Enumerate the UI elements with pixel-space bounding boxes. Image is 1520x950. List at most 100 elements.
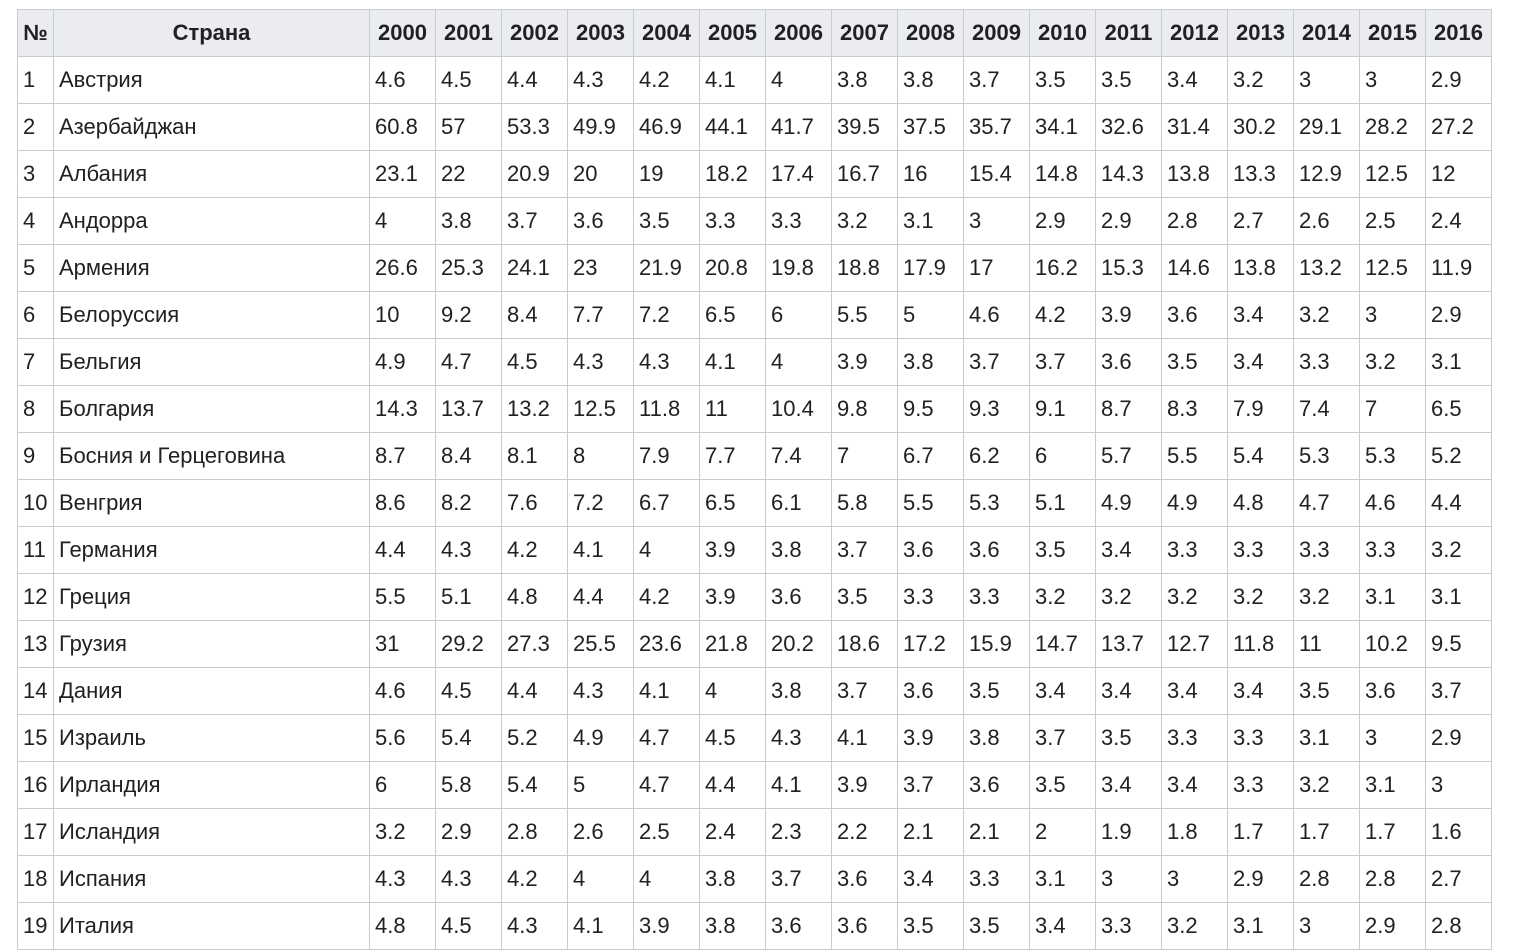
header-year[interactable]: 2005 [699,9,766,57]
value-cell: 14.7 [1029,620,1096,668]
country-name: Италия [53,902,370,950]
country-name: Австрия [53,56,370,104]
country-name: Белоруссия [53,291,370,339]
table-row: 16 Ирландия 6 5.8 5.4 5 4.7 4.4 4.1 3.9 3.7 3.6 3.5 3… [17,761,1492,809]
value-cell: 2.2 [831,808,898,856]
value-cell: 12.9 [1293,150,1360,198]
value-cell: 29.2 [435,620,502,668]
value-cell: 3.6 [1359,667,1426,715]
row-number: 11 [17,526,54,574]
value-cell: 3.5 [1029,761,1096,809]
value-cell: 4.2 [501,855,568,903]
value-cell: 4 [369,197,436,245]
value-cell: 3.9 [699,573,766,621]
value-cell: 3.5 [1095,714,1162,762]
value-cell: 5.5 [897,479,964,527]
value-cell: 4.4 [699,761,766,809]
value-cell: 39.5 [831,103,898,151]
header-year[interactable]: 2015 [1359,9,1426,57]
country-name: Дания [53,667,370,715]
value-cell: 3.5 [963,902,1030,950]
value-cell: 3.8 [897,56,964,104]
header-year[interactable]: 2013 [1227,9,1294,57]
table-row: 13 Грузия 31 29.2 27.3 25.5 23.6 21.8 20.2 18.6 17… [17,620,1492,668]
country-name: Бельгия [53,338,370,386]
row-number: 7 [17,338,54,386]
value-cell: 13.7 [435,385,502,433]
value-cell: 6.5 [699,291,766,339]
row-number: 8 [17,385,54,433]
value-cell: 2.8 [1359,855,1426,903]
value-cell: 3.6 [1161,291,1228,339]
value-cell: 5 [897,291,964,339]
country-name: Азербайджан [53,103,370,151]
value-cell: 3.3 [963,855,1030,903]
value-cell: 2.8 [501,808,568,856]
row-number: 15 [17,714,54,762]
header-year[interactable]: 2007 [831,9,898,57]
header-year[interactable]: 2004 [633,9,700,57]
value-cell: 20.8 [699,244,766,292]
value-cell: 4.2 [633,56,700,104]
value-cell: 3.3 [1293,526,1360,574]
header-country[interactable]: Страна [53,9,370,57]
value-cell: 5.6 [369,714,436,762]
table-row: 15 Израиль 5.6 5.4 5.2 4.9 4.7 4.5 4.3 4.1 3.9 3.8 3… [17,714,1492,762]
value-cell: 27.3 [501,620,568,668]
value-cell: 3.4 [1095,526,1162,574]
value-cell: 3.1 [1359,573,1426,621]
value-cell: 3.5 [963,667,1030,715]
value-cell: 2.9 [1029,197,1096,245]
value-cell: 3.3 [699,197,766,245]
value-cell: 3.8 [831,56,898,104]
value-cell: 3.2 [1095,573,1162,621]
value-cell: 13.8 [1161,150,1228,198]
value-cell: 13.8 [1227,244,1294,292]
value-cell: 2.9 [1227,855,1294,903]
value-cell: 7 [831,432,898,480]
country-name: Грузия [53,620,370,668]
table-row: 2 Азербайджан 60.8 57 53.3 49.9 46.9 44.1 41.7 39… [17,103,1492,151]
value-cell: 4.3 [435,526,502,574]
value-cell: 3.6 [831,855,898,903]
header-year[interactable]: 2014 [1293,9,1360,57]
header-year[interactable]: 2011 [1095,9,1162,57]
value-cell: 25.3 [435,244,502,292]
value-cell: 10 [369,291,436,339]
header-year[interactable]: 2003 [567,9,634,57]
header-year[interactable]: 2000 [369,9,436,57]
value-cell: 3.6 [567,197,634,245]
header-num[interactable]: № [17,9,54,57]
value-cell: 17.2 [897,620,964,668]
value-cell: 44.1 [699,103,766,151]
header-year[interactable]: 2002 [501,9,568,57]
data-table: № Страна 2000 2001 2002 2003 2004 2005 2006 200… [17,9,1492,950]
value-cell: 6.1 [765,479,832,527]
value-cell: 4.9 [1095,479,1162,527]
value-cell: 3.9 [633,902,700,950]
value-cell: 3.6 [963,761,1030,809]
value-cell: 9.5 [1425,620,1492,668]
header-year[interactable]: 2012 [1161,9,1228,57]
value-cell: 31.4 [1161,103,1228,151]
header-year[interactable]: 2010 [1029,9,1096,57]
value-cell: 11.9 [1425,244,1492,292]
header-year[interactable]: 2009 [963,9,1030,57]
value-cell: 23 [567,244,634,292]
row-number: 17 [17,808,54,856]
header-year[interactable]: 2006 [765,9,832,57]
value-cell: 2.5 [633,808,700,856]
table-row: 4 Андорра 4 3.8 3.7 3.6 3.5 3.3 3.3 3.2 3.1 3 2.9 2.9… [17,197,1492,245]
value-cell: 7 [1359,385,1426,433]
value-cell: 8.4 [501,291,568,339]
value-cell: 4.3 [567,338,634,386]
value-cell: 3 [1359,291,1426,339]
header-year[interactable]: 2001 [435,9,502,57]
table-row: 3 Албания 23.1 22 20.9 20 19 18.2 17.4 16.7 16 15.4… [17,150,1492,198]
header-year[interactable]: 2008 [897,9,964,57]
header-year[interactable]: 2016 [1425,9,1492,57]
value-cell: 15.4 [963,150,1030,198]
value-cell: 4.4 [501,667,568,715]
value-cell: 8.6 [369,479,436,527]
value-cell: 3.5 [1161,338,1228,386]
